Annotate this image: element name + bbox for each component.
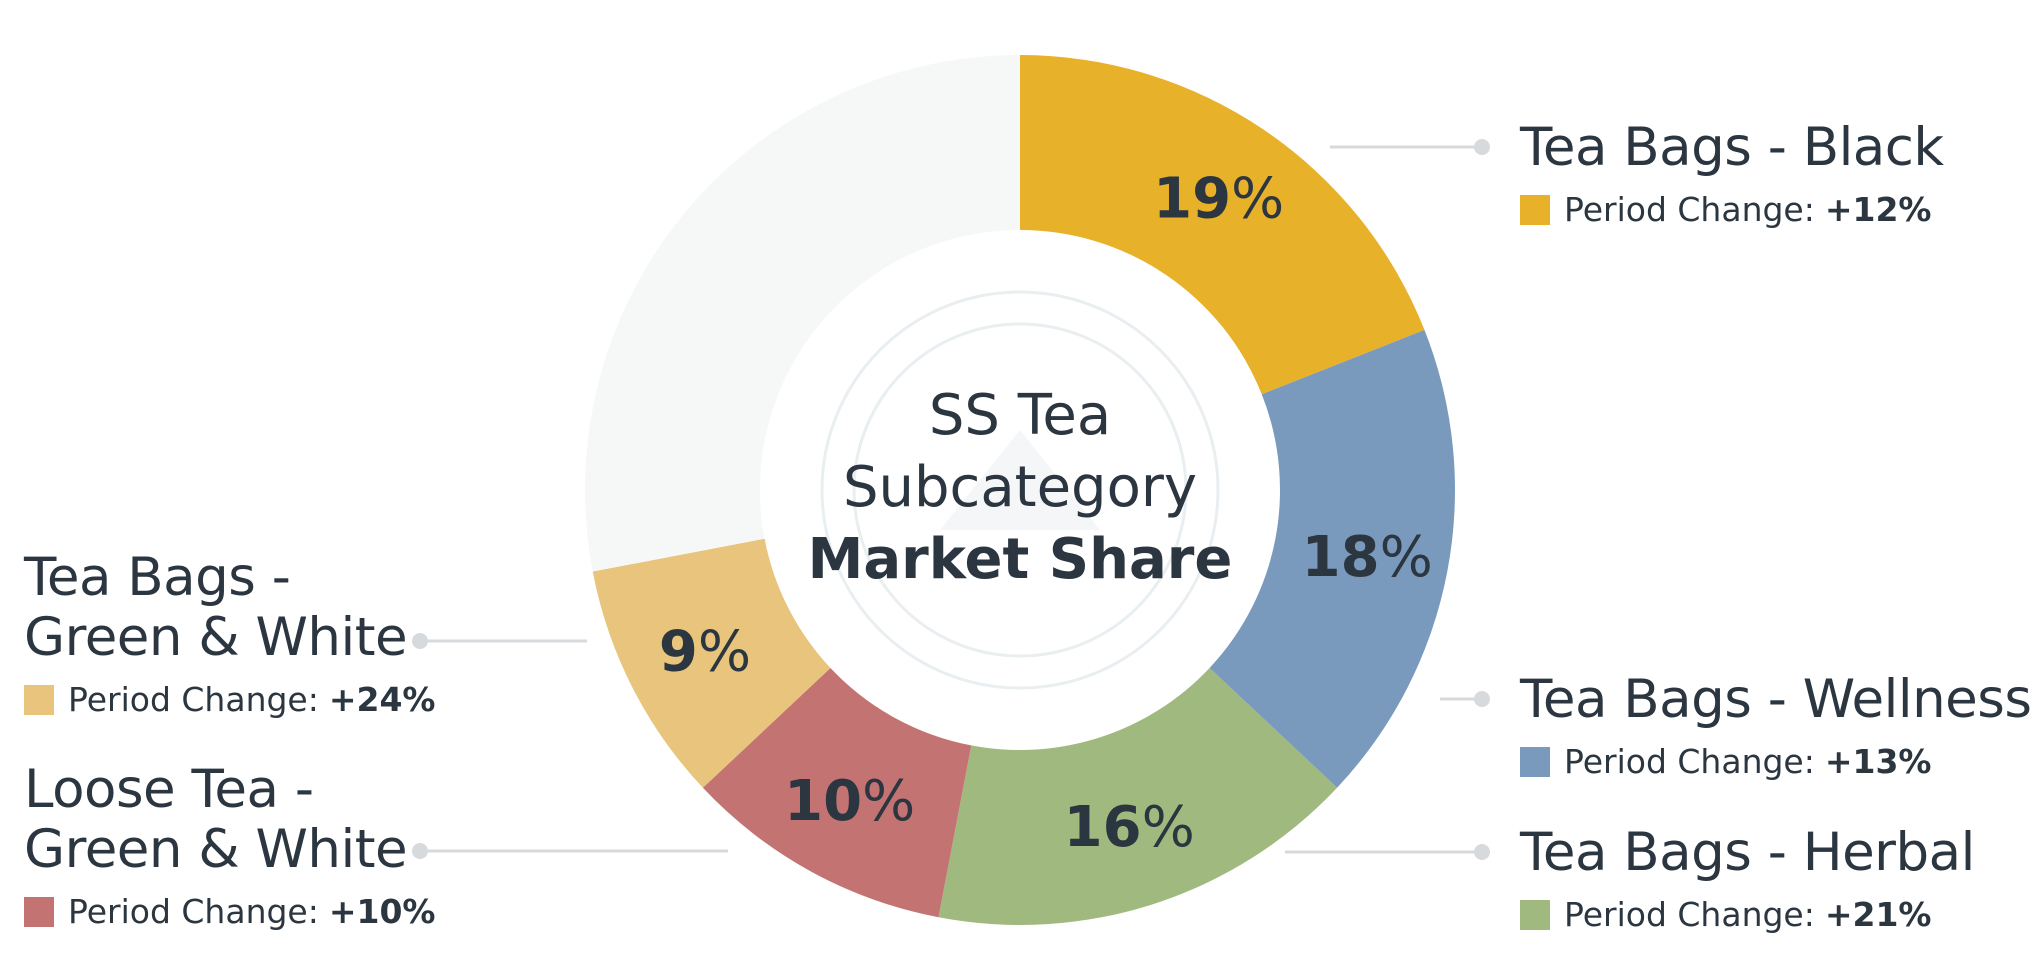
legend-label-block: Tea Bags - Wellness Period Change: +13% [1520, 670, 2032, 781]
period-change-row: Period Change: +24% [24, 680, 436, 719]
slice-value-label: 19% [1153, 167, 1284, 232]
period-change-label: Period Change: [1564, 190, 1815, 229]
slice-value-labels: 19% 18% 16% 10% 9% [659, 167, 1433, 861]
chart-center-title: SS Tea Subcategory Market Share [780, 380, 1260, 596]
category-name: Loose Tea - [24, 759, 314, 820]
category-name: Green & White [24, 819, 408, 880]
decorative-ring [820, 290, 1220, 690]
legend-swatch [24, 896, 54, 927]
leader-dot [1474, 691, 1490, 707]
center-title-line-2: Subcategory [842, 455, 1198, 520]
slice-value-label: 16% [1064, 795, 1195, 860]
donut-slice [1209, 329, 1455, 788]
donut-slice [702, 667, 972, 918]
decorative-arrow-shape [940, 430, 1100, 530]
legend-swatch [24, 684, 54, 715]
slice-value-label: 10% [784, 769, 915, 834]
donut-slice [938, 667, 1338, 925]
period-change-label: Period Change: [68, 680, 319, 719]
center-title-line-3: Market Share [807, 527, 1233, 592]
donut-slice [1020, 55, 1425, 395]
leader-dot [412, 633, 428, 649]
legend-label-block: Loose Tea - Green & White Period Change: +1… [24, 760, 436, 931]
period-change-value: +13% [1824, 742, 1932, 781]
slice-value-label: 9% [659, 619, 751, 684]
period-change-row: Period Change: +12% [1520, 190, 1944, 229]
legend-label-block: Tea Bags - Herbal Period Change: +21% [1520, 823, 1975, 934]
period-change-value: +12% [1824, 190, 1932, 229]
period-change-value: +24% [328, 680, 436, 719]
legend-label-block: Tea Bags - Green & White Period Change: +24… [24, 548, 436, 719]
donut-slice-remainder [584, 55, 1020, 572]
donut-slice [592, 538, 831, 788]
decorative-ring [852, 322, 1188, 658]
leader-dot [1474, 139, 1490, 155]
period-change-row: Period Change: +10% [24, 892, 436, 931]
legend-swatch [1520, 746, 1550, 777]
center-title-line-1: SS Tea [928, 383, 1112, 448]
period-change-row: Period Change: +21% [1520, 895, 1975, 934]
category-name: Green & White [24, 607, 408, 668]
legend-label-block: Tea Bags - Black Period Change: +12% [1520, 118, 1944, 229]
period-change-row: Period Change: +13% [1520, 742, 2032, 781]
legend-swatch [1520, 194, 1550, 225]
period-change-label: Period Change: [1564, 742, 1815, 781]
period-change-label: Period Change: [68, 892, 319, 931]
legend-swatch [1520, 899, 1550, 930]
category-name: Tea Bags - Herbal [1520, 822, 1975, 883]
leader-dot [1474, 844, 1490, 860]
category-name: Tea Bags - Black [1520, 117, 1944, 178]
leader-lines [412, 139, 1490, 860]
slice-value-label: 18% [1302, 525, 1433, 590]
period-change-label: Period Change: [1564, 895, 1815, 934]
category-name: Tea Bags - [24, 547, 291, 608]
period-change-value: +10% [328, 892, 436, 931]
period-change-value: +21% [1824, 895, 1932, 934]
donut-slices [584, 55, 1455, 925]
category-name: Tea Bags - Wellness [1520, 669, 2032, 730]
leader-dot [412, 843, 428, 859]
